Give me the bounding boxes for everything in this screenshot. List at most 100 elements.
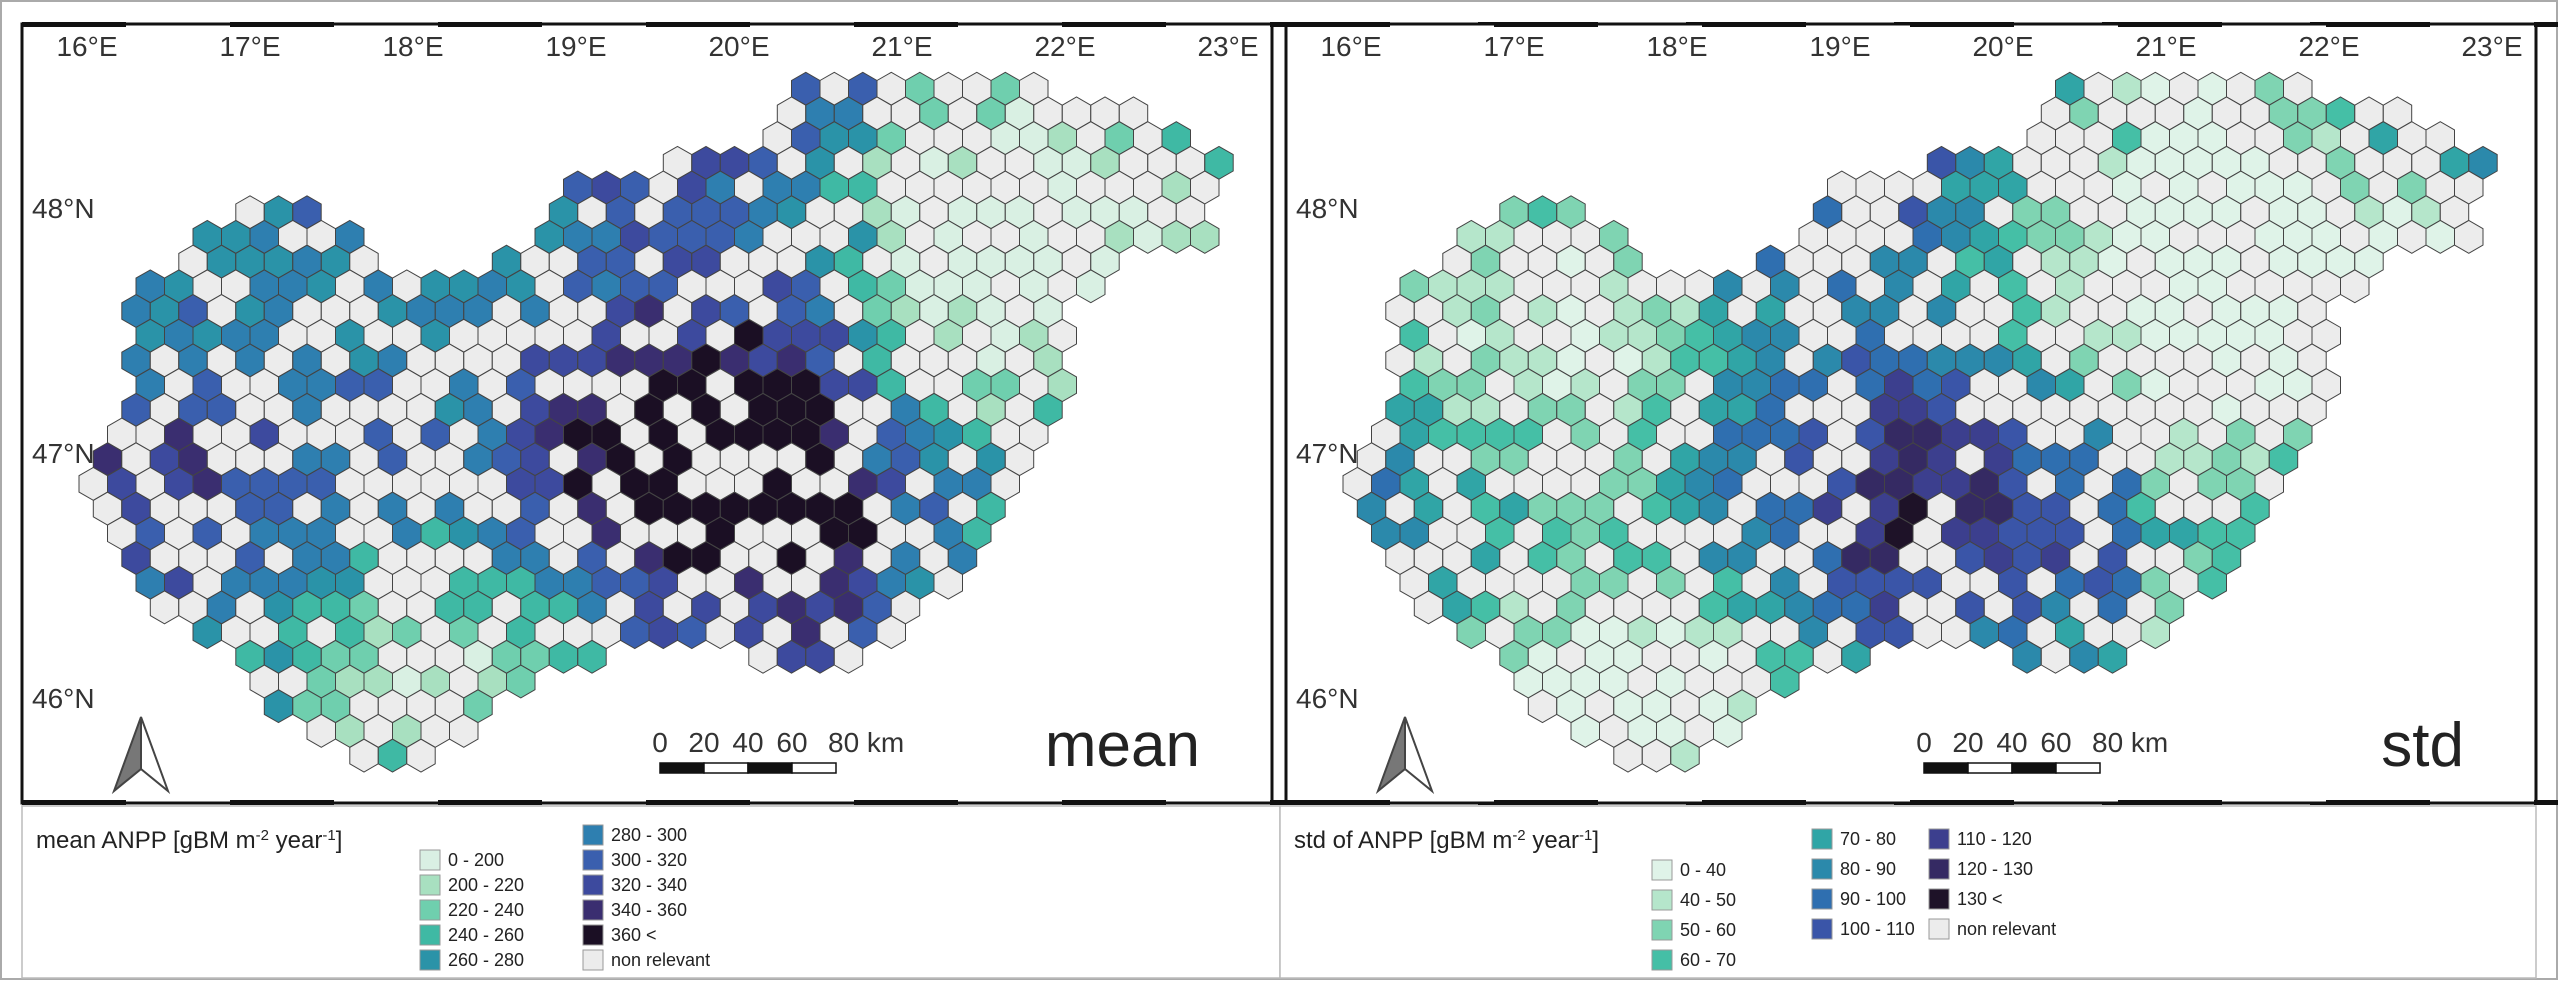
legend-swatch bbox=[1811, 918, 1833, 940]
hex-cell bbox=[577, 639, 607, 674]
scale-label: 40 bbox=[1996, 727, 2027, 758]
legend-label: 80 - 90 bbox=[1840, 859, 1896, 879]
lon-label: 22°E bbox=[1034, 31, 1095, 62]
legend-title: std of ANPP [gBM m-2 year-1] bbox=[1294, 827, 1599, 855]
hex-cell bbox=[1076, 269, 1106, 304]
legend-label: 220 - 240 bbox=[448, 900, 524, 920]
legend-frame bbox=[21, 805, 1281, 979]
legend-label: 70 - 80 bbox=[1840, 829, 1896, 849]
frame-tick bbox=[854, 800, 958, 805]
legend-swatch bbox=[582, 824, 604, 846]
hex-cell bbox=[933, 565, 963, 600]
legend-label: 40 - 50 bbox=[1680, 890, 1736, 910]
scale-label: 80 km bbox=[2092, 727, 2168, 758]
hex-cell bbox=[449, 713, 479, 748]
hex-cell bbox=[2454, 219, 2484, 254]
frame-tick bbox=[854, 22, 958, 27]
frame-tick bbox=[1702, 22, 1806, 27]
lon-label: 18°E bbox=[382, 31, 443, 62]
lat-label: 46°N bbox=[1296, 683, 1359, 714]
legend-swatch bbox=[419, 949, 441, 971]
lon-label: 16°E bbox=[1320, 31, 1381, 62]
panel-label: std bbox=[2381, 711, 2464, 780]
hex-cell bbox=[1841, 639, 1871, 674]
legend-swatch bbox=[1811, 828, 1833, 850]
legend-swatch bbox=[582, 924, 604, 946]
hex-cell bbox=[406, 738, 436, 773]
legend-swatch bbox=[1928, 828, 1950, 850]
lon-label: 16°E bbox=[56, 31, 117, 62]
frame-tick bbox=[1494, 22, 1598, 27]
lon-label: 17°E bbox=[219, 31, 280, 62]
legend-swatch bbox=[1651, 949, 1673, 971]
legend-swatch bbox=[419, 924, 441, 946]
lon-label: 23°E bbox=[1197, 31, 1258, 62]
legend-swatch bbox=[582, 899, 604, 921]
frame-tick bbox=[1494, 800, 1598, 805]
legend-title-part: -2 bbox=[256, 827, 269, 844]
legend-title-part: -2 bbox=[1512, 827, 1525, 844]
frame-tick bbox=[230, 22, 334, 27]
legend-title-part: -1 bbox=[1579, 827, 1592, 844]
frame-tick bbox=[1910, 800, 2014, 805]
scale-label: 20 bbox=[688, 727, 719, 758]
frame-tick bbox=[22, 22, 126, 27]
frame-tick bbox=[1286, 22, 1390, 27]
legend-title-part: ] bbox=[336, 827, 343, 854]
north-arrow bbox=[1404, 716, 1435, 795]
legend-swatch bbox=[1928, 858, 1950, 880]
legend-label: 260 - 280 bbox=[448, 950, 524, 970]
legend-swatch bbox=[582, 949, 604, 971]
map-panel: 16°E 17°E 18°E 19°E 20°E 21°E 22°E 23°E 48°N 47°N… bbox=[1284, 22, 2558, 805]
hex-cell bbox=[1670, 738, 1700, 773]
frame-tick bbox=[1910, 22, 2014, 27]
scale-label: 20 bbox=[1952, 727, 1983, 758]
frame-tick bbox=[438, 800, 542, 805]
frame-tick bbox=[1702, 800, 1806, 805]
legend-label: 120 - 130 bbox=[1957, 859, 2033, 879]
scale-label: 60 bbox=[2040, 727, 2071, 758]
frame-tick bbox=[1062, 22, 1166, 27]
legend-title-part: year bbox=[269, 827, 322, 854]
legend-label: 0 - 40 bbox=[1680, 860, 1726, 880]
legend-label: 200 - 220 bbox=[448, 875, 524, 895]
legend-label: 360 < bbox=[611, 925, 657, 945]
legend-label: 0 - 200 bbox=[448, 850, 504, 870]
hex-cell bbox=[2097, 639, 2128, 674]
hex-cell bbox=[2340, 269, 2370, 304]
frame-tick bbox=[438, 22, 542, 27]
legend-swatch bbox=[1651, 889, 1673, 911]
legend-label: 130 < bbox=[1957, 889, 2003, 909]
legend-title-part: year bbox=[1526, 827, 1579, 854]
legend-title-part: ] bbox=[1592, 827, 1599, 854]
scale-bar bbox=[747, 762, 793, 774]
lon-label: 21°E bbox=[871, 31, 932, 62]
legend-label: non relevant bbox=[1957, 919, 2056, 939]
legend-label: 340 - 360 bbox=[611, 900, 687, 920]
scale-bar bbox=[2055, 762, 2101, 774]
legend: mean ANPP [gBM m-2 year-1] 0 - 200 200 - 2… bbox=[21, 805, 1281, 979]
legend-title-part: mean ANPP [gBM m bbox=[36, 827, 256, 854]
scale-bar bbox=[1923, 762, 1969, 774]
frame-tick bbox=[2118, 800, 2222, 805]
lat-label: 46°N bbox=[32, 683, 95, 714]
lon-label: 21°E bbox=[2135, 31, 2196, 62]
hex-cell bbox=[2140, 615, 2170, 650]
hex-cell bbox=[833, 639, 864, 674]
lat-label: 47°N bbox=[1296, 438, 1359, 469]
frame-tick bbox=[1062, 800, 1166, 805]
legend-swatch bbox=[582, 874, 604, 896]
lon-label: 17°E bbox=[1483, 31, 1544, 62]
lon-label: 19°E bbox=[1809, 31, 1870, 62]
frame-tick bbox=[2534, 800, 2558, 805]
scale-bar bbox=[659, 762, 705, 774]
legend-label: 110 - 120 bbox=[1957, 829, 2032, 849]
scale-label: 0 bbox=[652, 727, 668, 758]
map-panel: 16°E 17°E 18°E 19°E 20°E 21°E 22°E 23°E 48°N 47°N… bbox=[20, 22, 2414, 805]
scale-bar bbox=[2011, 762, 2057, 774]
legend-swatch bbox=[419, 849, 441, 871]
hex-cell bbox=[1190, 219, 1220, 254]
hex-cell bbox=[876, 615, 906, 650]
